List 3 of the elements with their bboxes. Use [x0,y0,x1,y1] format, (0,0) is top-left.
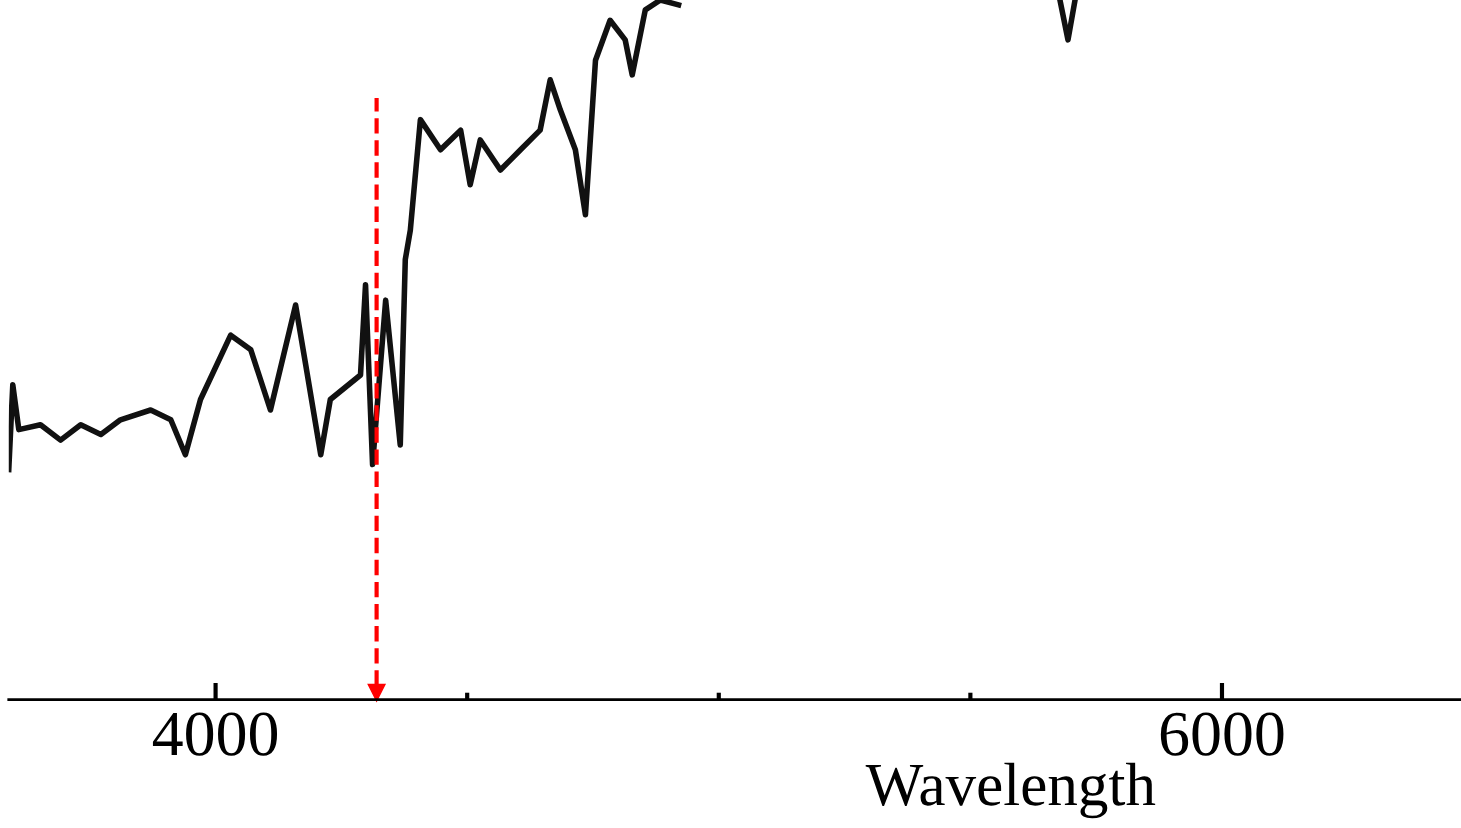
x-axis-title: Wavelength [865,762,1156,819]
x-tick-label: 4000 [152,712,278,756]
x-tick-label: 6000 [1160,712,1284,756]
